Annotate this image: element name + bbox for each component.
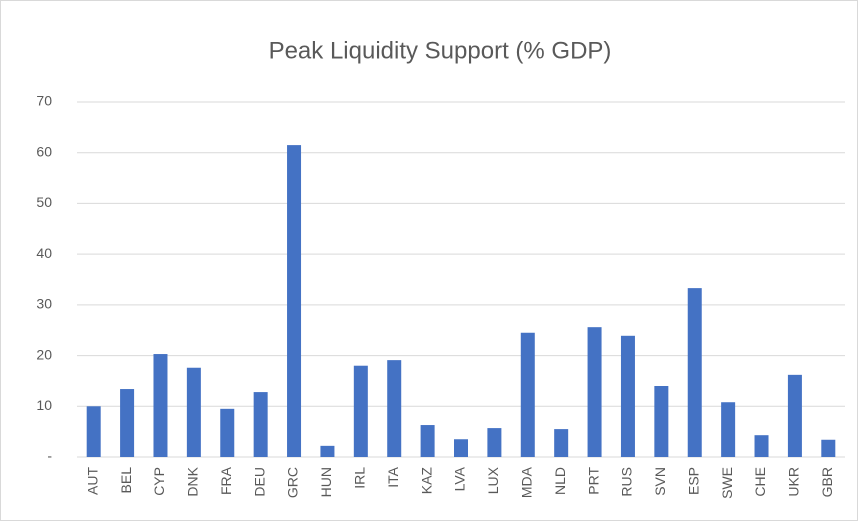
x-tick-label: GRC [285, 467, 301, 498]
chart-title: Peak Liquidity Support (% GDP) [269, 37, 612, 64]
x-tick-label: ITA [385, 466, 401, 487]
x-tick-label: SWE [719, 467, 735, 499]
x-tick-label: ESP [685, 467, 701, 495]
x-tick-label: BEL [118, 467, 134, 494]
bar [520, 332, 535, 457]
bar [587, 327, 602, 457]
y-tick-label: 10 [36, 397, 52, 413]
x-tick-label: CYP [151, 467, 167, 496]
x-tick-label: FRA [218, 466, 234, 495]
y-tick-label: 20 [36, 346, 52, 362]
x-tick-label: IRL [352, 467, 368, 489]
x-tick-label: GBR [819, 467, 835, 497]
x-tick-label: CHE [752, 467, 768, 497]
x-tick-label: DNK [185, 466, 201, 496]
x-tick-label: MDA [518, 466, 534, 498]
y-tick-label: 70 [36, 93, 52, 109]
bar [787, 374, 802, 457]
x-tick-label: SVN [652, 467, 668, 496]
bar [153, 354, 168, 457]
bar [387, 360, 402, 457]
x-tick-label: LVA [452, 466, 468, 491]
bar [287, 145, 302, 457]
bar [420, 425, 435, 457]
y-tick-label: - [47, 448, 52, 464]
bar [220, 408, 235, 457]
bar [821, 439, 836, 457]
bar [86, 406, 101, 457]
x-tick-label: KAZ [418, 467, 434, 495]
bar [353, 365, 368, 457]
x-tick-label: HUN [318, 467, 334, 497]
x-tick-label: PRT [585, 467, 601, 495]
y-tick-label: 40 [36, 245, 52, 261]
y-tick-label: 30 [36, 296, 52, 312]
x-tick-label: LUX [485, 466, 501, 494]
bar [721, 402, 736, 457]
bar [186, 367, 201, 457]
bar [120, 389, 135, 457]
bar [253, 392, 268, 457]
y-tick-label: 50 [36, 194, 52, 210]
x-tick-label: UKR [786, 467, 802, 497]
bar [554, 429, 569, 457]
x-tick-label: DEU [251, 467, 267, 497]
bar [454, 439, 468, 457]
bar [320, 445, 335, 457]
x-tick-label: RUS [619, 467, 635, 497]
x-tick-label: AUT [84, 467, 100, 495]
x-tick-label: NLD [552, 467, 568, 495]
bar [754, 435, 769, 457]
bar [687, 288, 702, 457]
bar [487, 428, 502, 457]
bar [654, 386, 669, 457]
bar [620, 335, 635, 457]
y-tick-label: 60 [36, 143, 52, 159]
